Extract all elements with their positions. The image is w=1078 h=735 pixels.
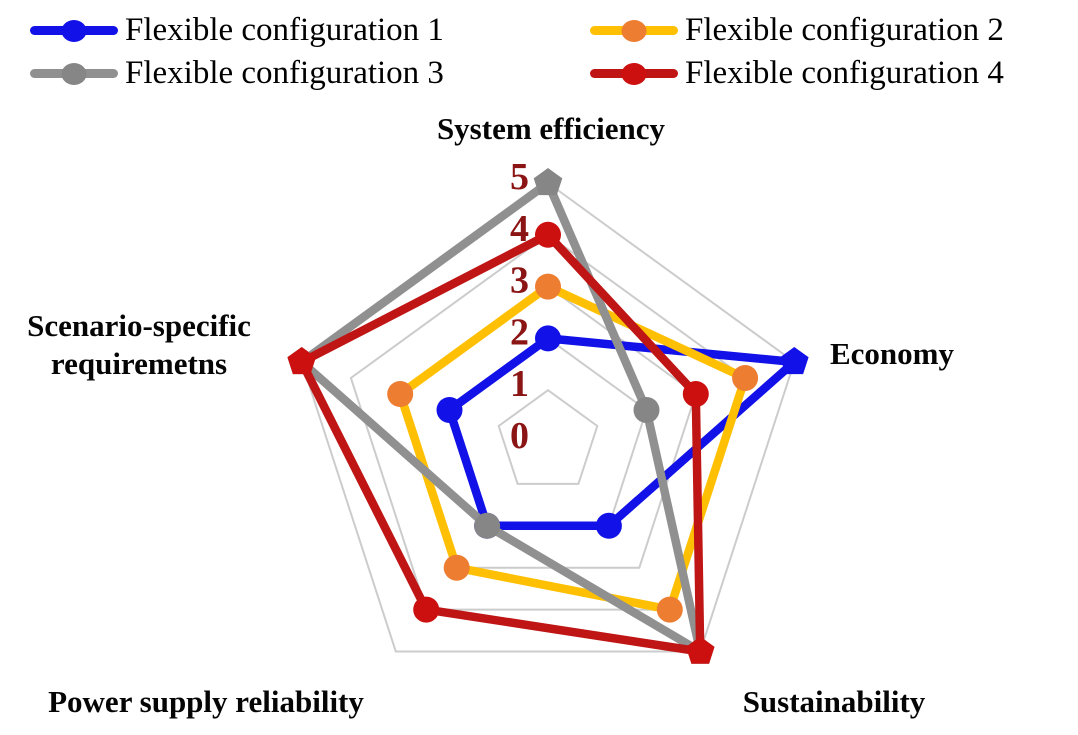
series-4-marker-axis-4 [287, 347, 316, 375]
legend-marker-icon [621, 19, 647, 42]
series-3-marker-axis-0 [533, 168, 563, 196]
series-1-marker-axis-1 [780, 347, 809, 375]
series-3-marker-axis-1 [633, 397, 660, 423]
series-line-3 [297, 178, 705, 656]
tick-label-3: 3 [510, 260, 529, 302]
series-1-marker-axis-2 [595, 512, 622, 539]
series-2-marker-axis-4 [387, 381, 414, 407]
grid-ring-5 [300, 181, 796, 653]
legend-label: Flexible configuration 1 [125, 12, 444, 48]
axis-label-system-efficiency: System efficiency [436, 111, 666, 146]
axis-label-power-supply-reliability: Power supply reliability [48, 684, 364, 719]
tick-label-0: 0 [510, 415, 529, 457]
legend-label: Flexible configuration 3 [125, 55, 444, 91]
series-3-marker-axis-3 [474, 512, 501, 539]
series-2-marker-axis-1 [732, 365, 759, 391]
legend-marker-icon [61, 62, 87, 85]
series-4-marker-axis-3 [413, 596, 440, 623]
legend-line-swatch [590, 62, 678, 85]
series-2-marker-axis-2 [656, 596, 683, 623]
tick-label-1: 1 [510, 363, 529, 405]
chart-legend: Flexible configuration 1 Flexible configu… [30, 9, 1004, 95]
series-2-marker-axis-3 [443, 554, 470, 581]
legend-item-config-4: Flexible configuration 4 [590, 52, 1004, 95]
legend-label: Flexible configuration 2 [685, 12, 1004, 48]
series-line-1 [445, 334, 799, 531]
legend-line-swatch [30, 19, 118, 42]
tick-label-5: 5 [510, 156, 529, 198]
series-4-marker-axis-1 [682, 381, 709, 407]
axis-label-sustainability: Sustainability [742, 684, 926, 719]
grid-ring-1 [497, 388, 599, 485]
legend-line-swatch [590, 19, 678, 42]
axis-label-scenario-specific-requirements: Scenario-specific requiremetns [27, 308, 251, 381]
legend-marker-icon [61, 19, 87, 42]
legend-line-swatch [30, 62, 118, 85]
legend-item-config-1: Flexible configuration 1 [30, 9, 590, 52]
series-1-marker-axis-4 [436, 397, 463, 423]
tick-label-2: 2 [510, 311, 529, 353]
legend-item-config-2: Flexible configuration 2 [590, 9, 1004, 52]
series-4-marker-axis-0 [535, 221, 561, 248]
series-line-4 [297, 230, 705, 656]
legend-marker-icon [621, 62, 647, 85]
series-line-2 [395, 282, 750, 614]
legend-item-config-3: Flexible configuration 3 [30, 52, 590, 95]
tick-label-4: 4 [510, 208, 529, 250]
legend-label: Flexible configuration 4 [685, 55, 1004, 91]
series-4-marker-axis-2 [686, 636, 715, 664]
axis-label-economy: Economy [830, 336, 954, 371]
series-2-marker-axis-0 [535, 273, 561, 300]
series-1-marker-axis-0 [535, 325, 561, 352]
